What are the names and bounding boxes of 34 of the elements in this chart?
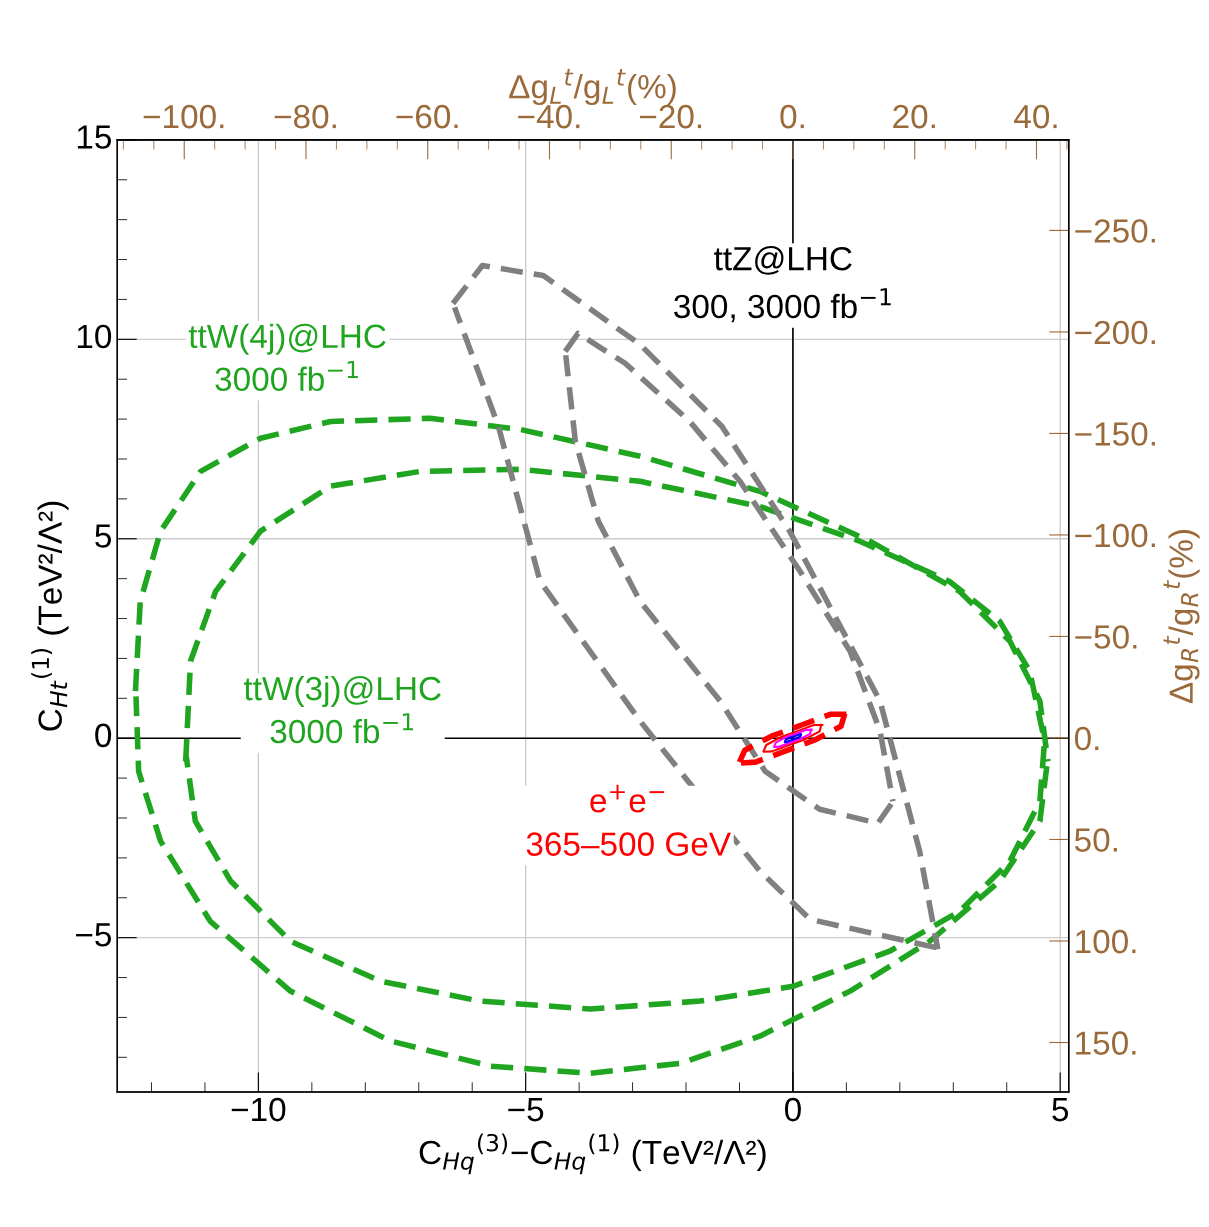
x2-tick-label: 40. — [1014, 104, 1057, 129]
y-tick-label: 10 — [77, 324, 112, 349]
x-tick-label: −5 — [508, 1098, 544, 1122]
text: e$^{+}$e$^{−}$ 365–500 GeV — [526, 784, 731, 856]
x2-tick-label: −60. — [396, 104, 458, 129]
x-tick-label: 0 — [784, 1097, 801, 1122]
y2-tick-label: 100. — [1076, 929, 1136, 954]
x2-tick-label: −20. — [639, 104, 702, 129]
annotation: ttZ@LHC 300, 3000 fb$^{−1}$ — [674, 246, 891, 323]
y2-axis-title: Δg$_{R}$$^{t}$/g$_{R}$$^{t}$(%) — [1163, 530, 1200, 704]
x2-tick-label: −80. — [274, 104, 336, 129]
annotation: ttW(3j)@LHC 3000 fb$^{−1}$ — [243, 675, 441, 744]
y2-tick-label: −200. — [1075, 320, 1155, 345]
y2-tick-label: −50. — [1075, 625, 1137, 649]
x-tick-label: 5 — [1052, 1098, 1069, 1122]
y2-tick-label: −100. — [1075, 523, 1155, 548]
y2-tick-label: 150. — [1076, 1031, 1136, 1055]
y-tick-label: 0 — [95, 723, 112, 748]
y2-tick-label: −150. — [1075, 422, 1155, 446]
y-tick-label: 5 — [95, 524, 112, 548]
x2-tick-label: −40. — [518, 104, 580, 129]
x2-tick-label: 20. — [893, 104, 935, 129]
y-tick-label: −5 — [76, 923, 112, 947]
y2-tick-label: 0. — [1074, 726, 1099, 751]
y-tick-label: 15 — [77, 125, 112, 149]
annotation: ttW(4j)@LHC 3000 fb$^{−1}$ — [188, 323, 386, 392]
x2-axis-title: Δg$_{L}$$^{t}$/g$_{L}$$^{t}$(%) — [509, 69, 676, 106]
x2-tick-label: −100. — [143, 104, 224, 129]
y2-tick-label: −250. — [1075, 219, 1155, 243]
x2-tick-label: 0. — [780, 104, 804, 129]
y2-tick-label: 50. — [1074, 828, 1117, 852]
x-tick-label: −10 — [231, 1097, 286, 1122]
y-axis-title: C$_{Ht}$$^{(1)}$ (TeV²/Λ²) — [31, 501, 69, 731]
x-axis-title: C$_{Hq}$$^{(3)}$−C$_{Hq}$$^{(1)}$ (TeV²/Λ²) — [419, 1133, 766, 1175]
